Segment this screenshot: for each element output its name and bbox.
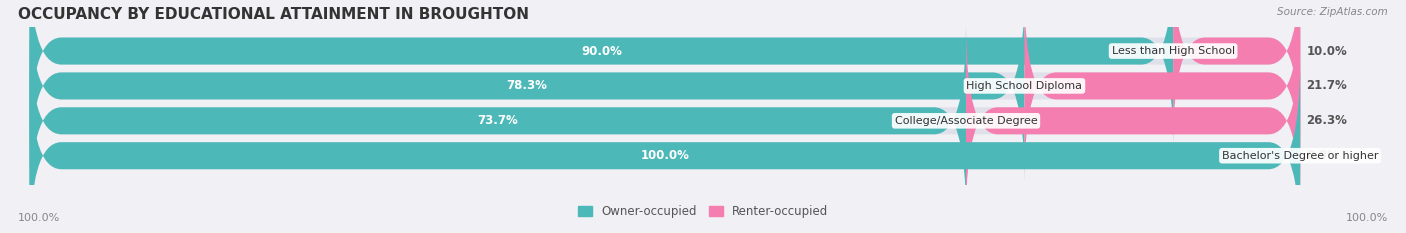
FancyBboxPatch shape [30, 0, 1025, 182]
FancyBboxPatch shape [30, 0, 1301, 147]
Text: High School Diploma: High School Diploma [966, 81, 1083, 91]
FancyBboxPatch shape [30, 60, 1301, 233]
FancyBboxPatch shape [30, 60, 1301, 233]
Text: 10.0%: 10.0% [1306, 45, 1347, 58]
Text: College/Associate Degree: College/Associate Degree [894, 116, 1038, 126]
FancyBboxPatch shape [1173, 0, 1301, 147]
FancyBboxPatch shape [30, 0, 1301, 182]
Text: Less than High School: Less than High School [1112, 46, 1234, 56]
Text: OCCUPANCY BY EDUCATIONAL ATTAINMENT IN BROUGHTON: OCCUPANCY BY EDUCATIONAL ATTAINMENT IN B… [18, 7, 529, 22]
FancyBboxPatch shape [1025, 0, 1301, 182]
Text: 0.0%: 0.0% [1306, 149, 1339, 162]
Text: Bachelor's Degree or higher: Bachelor's Degree or higher [1222, 151, 1378, 161]
Text: 100.0%: 100.0% [641, 149, 689, 162]
Text: 90.0%: 90.0% [581, 45, 621, 58]
Text: 21.7%: 21.7% [1306, 79, 1347, 93]
Text: 100.0%: 100.0% [1346, 213, 1388, 223]
Legend: Owner-occupied, Renter-occupied: Owner-occupied, Renter-occupied [572, 200, 834, 223]
Text: Source: ZipAtlas.com: Source: ZipAtlas.com [1277, 7, 1388, 17]
Text: 26.3%: 26.3% [1306, 114, 1347, 127]
Text: 78.3%: 78.3% [506, 79, 547, 93]
FancyBboxPatch shape [30, 0, 1173, 147]
Text: 73.7%: 73.7% [478, 114, 519, 127]
FancyBboxPatch shape [30, 25, 966, 216]
Text: 100.0%: 100.0% [18, 213, 60, 223]
FancyBboxPatch shape [966, 25, 1301, 216]
FancyBboxPatch shape [30, 25, 1301, 216]
